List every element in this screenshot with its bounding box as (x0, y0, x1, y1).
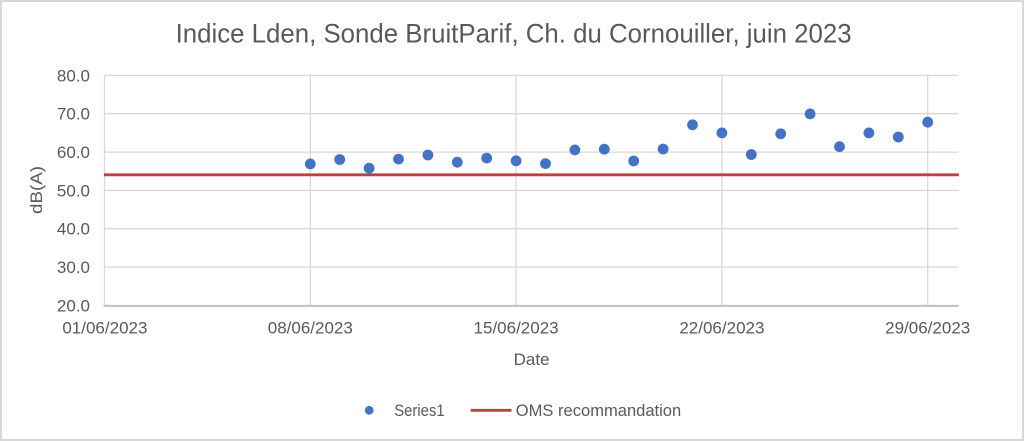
svg-text:OMS recommandation: OMS recommandation (516, 401, 681, 420)
svg-text:50.0: 50.0 (57, 181, 90, 200)
svg-text:29/06/2023: 29/06/2023 (885, 319, 970, 338)
svg-text:01/06/2023: 01/06/2023 (62, 319, 147, 338)
svg-text:dB(A): dB(A) (27, 166, 46, 214)
svg-text:80.0: 80.0 (57, 66, 90, 85)
svg-text:15/06/2023: 15/06/2023 (474, 319, 559, 338)
svg-text:60.0: 60.0 (57, 143, 90, 162)
svg-text:40.0: 40.0 (57, 220, 90, 239)
svg-text:Date: Date (514, 350, 550, 369)
svg-text:70.0: 70.0 (57, 105, 90, 124)
svg-text:20.0: 20.0 (57, 296, 90, 315)
svg-text:Indice Lden, Sonde BruitParif,: Indice Lden, Sonde BruitParif, Ch. du Co… (176, 18, 852, 48)
svg-text:30.0: 30.0 (57, 258, 90, 277)
svg-text:Series1: Series1 (394, 401, 445, 420)
svg-text:22/06/2023: 22/06/2023 (679, 319, 764, 338)
svg-text:08/06/2023: 08/06/2023 (268, 319, 353, 338)
